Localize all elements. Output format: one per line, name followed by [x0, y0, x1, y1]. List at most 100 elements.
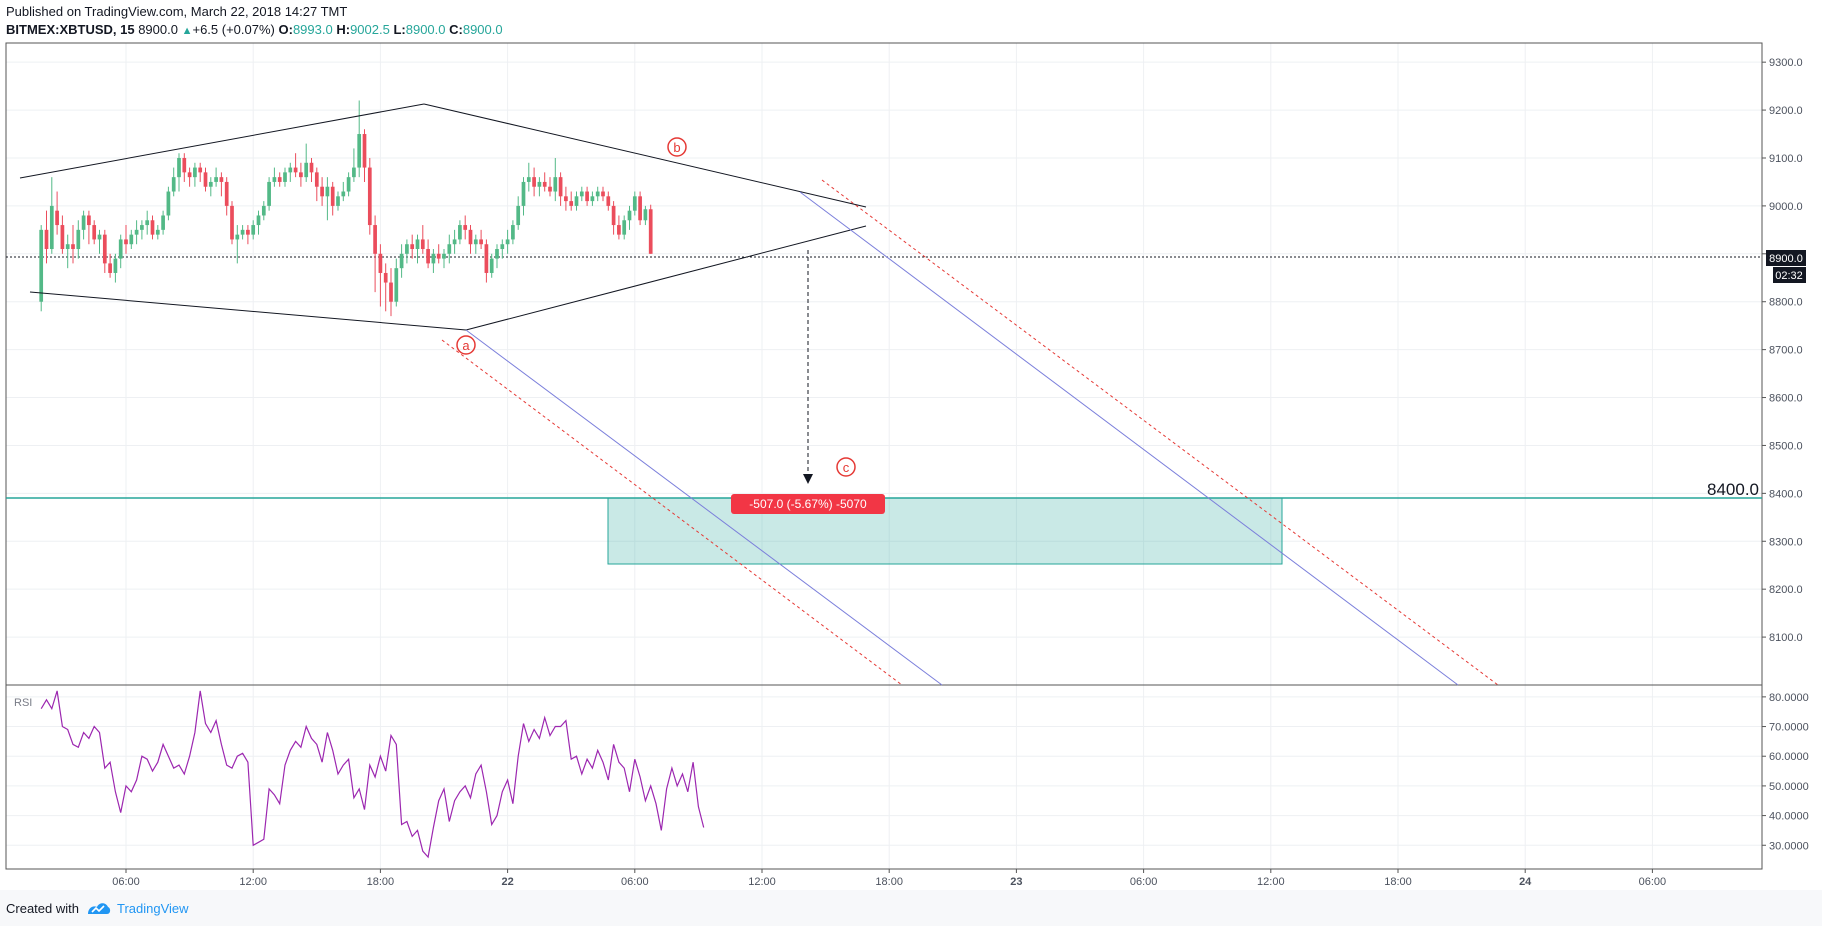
candle-body: [606, 196, 611, 206]
candle: [505, 229, 510, 254]
close-value: 8900.0: [462, 22, 503, 37]
candle-body: [330, 186, 335, 206]
candle: [240, 225, 245, 240]
wave-b-marker[interactable]: b: [667, 137, 687, 157]
candle-body: [638, 196, 642, 221]
last-price-tag-text: 8900.0: [1769, 253, 1803, 265]
candle-body: [617, 225, 621, 235]
candle-body: [299, 172, 303, 178]
target-zone-box[interactable]: [607, 497, 1283, 565]
candle-body: [155, 229, 160, 235]
candle: [458, 220, 462, 245]
candle-body: [97, 234, 102, 240]
candle: [574, 191, 579, 211]
candle-body: [505, 239, 510, 245]
candle-body: [87, 215, 91, 226]
candle: [325, 177, 330, 221]
rsi-tick-label: 60.0000: [1769, 751, 1809, 763]
candle: [378, 244, 383, 307]
candle-body: [177, 157, 181, 178]
candle: [622, 215, 627, 240]
candle: [431, 249, 436, 273]
chart-header: Published on TradingView.com, March 22, …: [0, 0, 1822, 43]
chart-canvas[interactable]: a b c -507.0 (-5.67%) -5070 8400.0 9300.…: [0, 0, 1822, 890]
candle: [155, 225, 160, 240]
candle: [595, 186, 600, 202]
candle-body: [341, 191, 346, 197]
candle: [214, 167, 218, 187]
wave-labels[interactable]: a b c: [456, 137, 856, 477]
candle: [468, 225, 473, 254]
wedge-upper-right-line[interactable]: [423, 103, 867, 208]
candle: [606, 191, 611, 211]
projection-badge[interactable]: -507.0 (-5.67%) -5070: [731, 494, 885, 514]
created-with-label: Created with: [6, 901, 79, 916]
candle-body: [357, 134, 362, 168]
candle-body: [187, 172, 192, 178]
candle: [256, 210, 261, 235]
candle-body: [246, 229, 250, 235]
symbol-label[interactable]: BITMEX:XBTUSD, 15: [6, 22, 135, 37]
candle: [627, 205, 632, 230]
candle-body: [240, 229, 245, 235]
candle: [76, 220, 81, 259]
up-triangle-icon: ▲: [181, 25, 193, 37]
wedge-lower-right-line[interactable]: [465, 225, 867, 331]
channel-upper-blue-line[interactable]: [799, 191, 1459, 686]
chart-frame: [5, 42, 1763, 870]
candle: [367, 157, 372, 235]
channel-upper-red-dotted-line[interactable]: [821, 179, 1499, 686]
candle-body: [166, 191, 171, 216]
tradingview-logo-icon[interactable]: [86, 899, 112, 917]
candle: [193, 162, 197, 187]
channel-lower-blue-line[interactable]: [465, 329, 943, 686]
candle-body: [553, 177, 558, 192]
candle: [373, 215, 377, 293]
candle: [309, 157, 314, 182]
candle: [288, 162, 293, 182]
tradingview-link[interactable]: TradingView: [117, 901, 189, 916]
trend-lines[interactable]: [19, 103, 1499, 686]
rsi-axis[interactable]: 80.0000 70.0000 60.0000 50.0000 40.0000 30.00…: [1762, 692, 1809, 852]
candle: [590, 191, 595, 206]
candle: [473, 234, 478, 254]
candle: [442, 249, 446, 269]
wave-a-marker[interactable]: a: [456, 335, 476, 355]
price-tick-label: 9300.0: [1769, 57, 1803, 69]
time-axis[interactable]: 06:00 12:00 18:00 22 06:00 12:00 18:00 23 06:00 1…: [112, 869, 1666, 888]
candle: [521, 177, 526, 216]
candle: [49, 177, 54, 254]
ohlc-legend: BITMEX:XBTUSD, 15 8900.0 ▲+6.5 (+0.07%) …: [6, 22, 503, 37]
candle-body: [362, 134, 367, 168]
candle-body: [224, 181, 229, 206]
candle: [267, 177, 271, 211]
candle-body: [452, 239, 457, 245]
candle: [150, 215, 155, 240]
price-axis[interactable]: 9300.0 9200.0 9100.0 9000.0 8900.0 8800.0 8700…: [1762, 57, 1803, 644]
wave-c-marker[interactable]: c: [836, 457, 856, 477]
open-value: 8993.0: [292, 22, 333, 37]
candle-body: [632, 196, 637, 211]
candle: [230, 201, 234, 245]
wedge-lower-left-line[interactable]: [29, 291, 467, 331]
candle-body: [489, 258, 494, 273]
candle-body: [643, 209, 648, 221]
candle: [187, 167, 192, 187]
candle: [320, 177, 324, 206]
candle-body: [214, 177, 218, 182]
target-zone[interactable]: [6, 497, 1762, 565]
candle-body: [288, 167, 293, 173]
time-tick-label: 12:00: [239, 876, 267, 888]
candle-body: [44, 229, 49, 250]
candle-body: [293, 167, 298, 173]
candle-body: [320, 186, 324, 197]
candle-body: [648, 209, 653, 254]
candle-body: [378, 253, 383, 273]
price-tick-label: 8200.0: [1769, 584, 1803, 596]
wedge-upper-left-line[interactable]: [19, 103, 425, 179]
candle-body: [516, 205, 521, 226]
candle: [362, 129, 367, 182]
candle: [251, 220, 256, 240]
candle: [97, 229, 102, 254]
candle-body: [436, 253, 441, 259]
